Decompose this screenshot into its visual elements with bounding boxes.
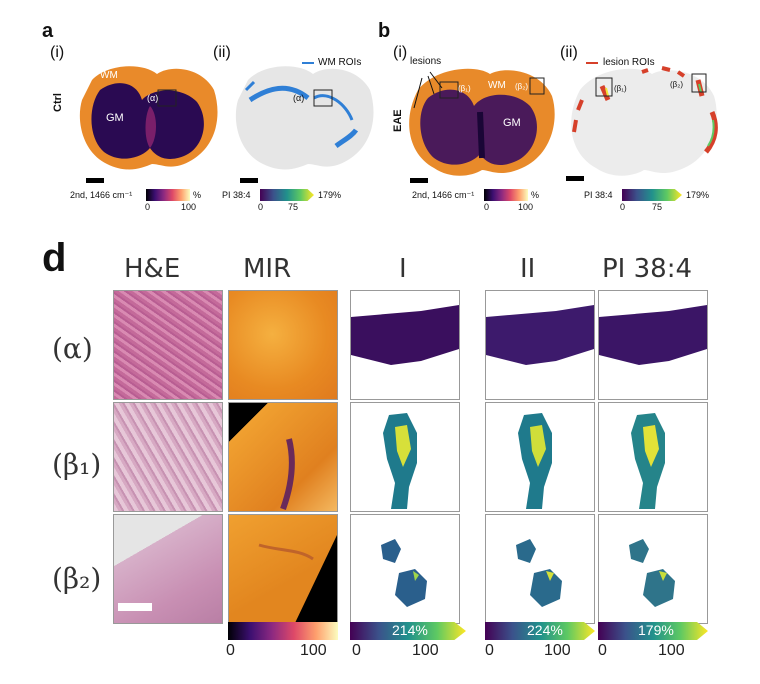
cbar-ii-min: 0 xyxy=(485,642,494,659)
panel-b-letter: b xyxy=(378,20,391,42)
panel-b-ii-image xyxy=(571,66,718,176)
cbar-i-min: 0 xyxy=(352,642,361,659)
tile-he-alpha xyxy=(113,290,223,400)
panel-b-ii-scalebar xyxy=(566,176,584,181)
cbar-mir-max: 100 xyxy=(300,642,327,659)
tile-pi-beta2 xyxy=(598,514,708,624)
panel-b-cbar-ii-mid: 75 xyxy=(652,202,663,212)
panel-a-cbar-ii-min: 0 xyxy=(258,202,264,212)
tile-ii-beta2 xyxy=(485,514,595,624)
panel-b-roi-legend-swatch xyxy=(586,62,598,64)
panel-d-letter: d xyxy=(42,236,67,280)
panel-b-beta1-label: (β₁) xyxy=(458,84,471,93)
cbar-pi: 179% xyxy=(598,622,708,640)
col-header-he: H&E xyxy=(124,254,181,284)
col-header-mir: MIR xyxy=(243,254,292,284)
tile-ii-alpha xyxy=(485,290,595,400)
panel-b-cbar-i-unit: % xyxy=(531,190,540,200)
cbar-mir xyxy=(228,622,338,640)
panel-b-ii-label: (ii) xyxy=(560,44,578,61)
col-header-ii: II xyxy=(520,254,536,284)
panel-a-cbar-ii-max: 179% xyxy=(318,190,342,200)
panel-a-letter: a xyxy=(42,20,54,42)
panel-b-cbar-ii-max: 179% xyxy=(686,190,710,200)
cbar-ii: 224% xyxy=(485,622,595,640)
tile-pi-beta1 xyxy=(598,402,708,512)
tile-mir-beta1 xyxy=(228,402,338,512)
cbar-pi-max: 100 xyxy=(658,642,685,659)
tile-mir-alpha xyxy=(228,290,338,400)
panel-a-cbar-i-min: 0 xyxy=(145,202,151,212)
panel-a-i-label: (i) xyxy=(50,44,65,61)
panel-b-cbar-ii xyxy=(622,189,682,201)
panel-a-alpha-label: (α) xyxy=(147,93,159,103)
tile-he-beta2 xyxy=(113,514,223,624)
tile-i-alpha xyxy=(350,290,460,400)
panel-a-ii-image xyxy=(235,66,374,170)
cbar-i-max-label: 214% xyxy=(392,622,428,638)
panel-b-ii-beta1-label: (β₁) xyxy=(614,84,627,93)
panel-a-ii-label: (ii) xyxy=(213,44,231,61)
panel-a-cbar-i-label: 2nd, 1466 cm⁻¹ xyxy=(70,190,133,200)
panel-a-cbar-i-max: 100 xyxy=(181,202,197,212)
panel-b-ii-beta2-label: (β₂) xyxy=(670,80,684,89)
panel-a-cbar-ii-label: PI 38:4 xyxy=(222,190,251,200)
panel-a-roi-legend: WM ROIs xyxy=(318,57,362,68)
panel-b-i-scalebar xyxy=(410,178,428,183)
panel-b-roi-legend: lesion ROIs xyxy=(603,57,655,68)
panel-b-lesions-label: lesions xyxy=(410,56,442,67)
tile-i-beta1 xyxy=(350,402,460,512)
panel-a-ii-scalebar xyxy=(240,178,258,183)
panel-a-cbar-i xyxy=(146,189,190,201)
panel-a-row-label: Ctrl xyxy=(52,93,64,112)
panel-b-i-image xyxy=(409,68,555,176)
tile-i-beta2 xyxy=(350,514,460,624)
panel-b-cbar-ii-min: 0 xyxy=(620,202,626,212)
panel-b-beta2-label: (β₂) xyxy=(515,82,529,91)
col-header-pi: PI 38:4 xyxy=(602,254,692,284)
panel-a-cbar-i-unit: % xyxy=(193,190,202,200)
cbar-ii-max-label: 224% xyxy=(527,622,563,638)
he-scalebar xyxy=(118,603,152,611)
panel-b-cbar-i-max: 100 xyxy=(518,202,534,212)
panel-b-wm-label: WM xyxy=(488,80,506,91)
cbar-i-max: 100 xyxy=(412,642,439,659)
row-label-beta1: (β₁) xyxy=(52,448,102,481)
tile-ii-beta1 xyxy=(485,402,595,512)
cbar-pi-min: 0 xyxy=(598,642,607,659)
panel-a-cbar-ii-mid: 75 xyxy=(288,202,299,212)
cbar-pi-max-label: 179% xyxy=(638,622,674,638)
panel-b-cbar-i-min: 0 xyxy=(484,202,490,212)
panel-a-cbar-ii xyxy=(260,189,314,201)
cbar-i: 214% xyxy=(350,622,466,640)
panel-a-gm-label: GM xyxy=(106,112,124,124)
panel-a-ii-alpha-label: (α) xyxy=(293,93,305,103)
panel-b-gm-label: GM xyxy=(503,117,521,129)
col-header-i: I xyxy=(399,254,407,284)
cbar-mir-min: 0 xyxy=(226,642,235,659)
panel-b-cbar-i-label: 2nd, 1466 cm⁻¹ xyxy=(412,190,475,200)
row-label-beta2: (β₂) xyxy=(52,562,102,595)
tile-mir-beta2 xyxy=(228,514,338,624)
panel-a-roi-legend-swatch xyxy=(302,62,314,64)
panel-b-i-label: (i) xyxy=(393,44,408,61)
panel-a-i-scalebar xyxy=(86,178,104,183)
panel-b-cbar-i xyxy=(484,189,528,201)
panel-a-i-image xyxy=(79,66,218,170)
row-label-alpha: (α) xyxy=(52,332,93,365)
cbar-ii-max: 100 xyxy=(544,642,571,659)
panel-b-cbar-ii-label: PI 38:4 xyxy=(584,190,613,200)
panel-a-wm-label: WM xyxy=(100,70,118,81)
tile-he-beta1 xyxy=(113,402,223,512)
tile-pi-alpha xyxy=(598,290,708,400)
